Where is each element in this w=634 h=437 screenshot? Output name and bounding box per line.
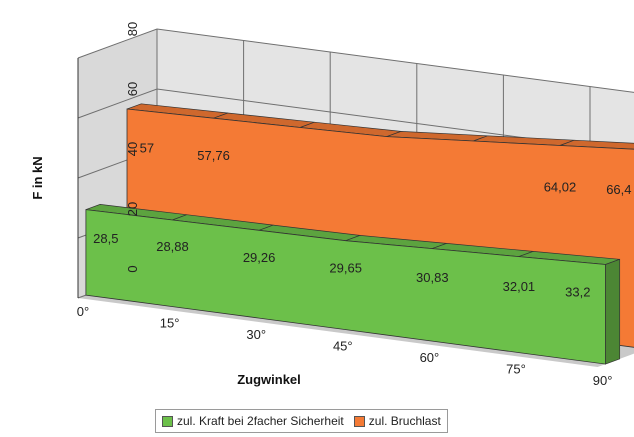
series-0-front-face (85, 209, 606, 365)
data-label-0: 29,26 (243, 250, 276, 265)
legend-label-kraft: zul. Kraft bei 2facher Sicherheit (177, 414, 344, 428)
x-tick-label: 15° (160, 316, 180, 331)
y-tick-label: 60 (125, 82, 140, 96)
y-axis-title: F in kN (30, 156, 45, 199)
y-tick-label: 80 (125, 22, 140, 36)
legend-swatch-bruchlast (353, 415, 365, 427)
y-axis-ticks: 0 20 40 60 80 (125, 22, 140, 273)
data-label-0: 28,88 (156, 239, 189, 254)
legend: zul. Kraft bei 2facher Sicherheit zul. B… (155, 409, 448, 433)
x-tick-label: 60° (420, 350, 440, 365)
data-label-0: 28,5 (93, 231, 118, 246)
data-label-0: 33,2 (565, 285, 590, 300)
data-label-0: 29,65 (329, 261, 362, 276)
y-tick-label: 20 (125, 202, 140, 216)
data-label-0: 30,83 (416, 270, 449, 285)
x-axis-title: Zugwinkel (237, 372, 301, 387)
series-0-end-cap (605, 258, 621, 365)
legend-item-bruchlast: zul. Bruchlast (353, 414, 441, 428)
data-label-1: 64,02 (544, 180, 577, 195)
y-tick-label: 0 (125, 265, 140, 272)
x-axis-ticks: 0° 15° 30° 45° 60° 75° 90° (77, 304, 613, 388)
x-tick-label: 90° (593, 373, 613, 388)
x-tick-label: 75° (506, 362, 526, 377)
data-label-1: 66,4 (606, 182, 631, 197)
data-label-1: 57,76 (197, 148, 230, 163)
data-labels: 28,5 28,88 29,26 29,65 30,83 32,01 33,2 57 57,76… (93, 141, 631, 300)
data-label-0: 32,01 (503, 279, 536, 294)
data-label-1: 57 (140, 141, 154, 156)
x-tick-label: 30° (246, 327, 266, 342)
x-tick-label: 45° (333, 339, 353, 354)
legend-label-bruchlast: zul. Bruchlast (368, 414, 441, 428)
legend-swatch-kraft (162, 415, 173, 427)
x-tick-label: 0° (77, 304, 89, 319)
series-kraft (85, 204, 621, 365)
y-tick-label: 40 (125, 142, 140, 156)
legend-item-kraft: zul. Kraft bei 2facher Sicherheit (162, 414, 344, 428)
